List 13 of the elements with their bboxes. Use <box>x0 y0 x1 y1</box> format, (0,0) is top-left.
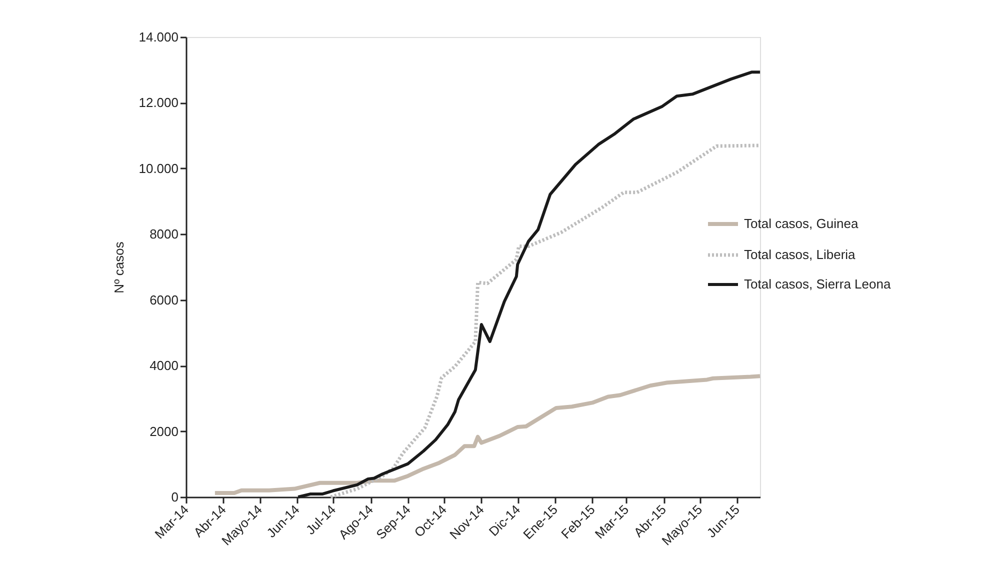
y-tick-label: 4000 <box>150 358 178 374</box>
legend-label: Total casos, Sierra Leona <box>744 276 892 292</box>
y-axis-title: Nº casos <box>112 241 127 294</box>
line-series <box>212 374 762 496</box>
y-tick-label: 6000 <box>150 292 178 308</box>
y-tick-label: 10.000 <box>138 160 178 176</box>
legend-label: Total casos, Liberia <box>744 247 856 262</box>
y-tick-label: 12.000 <box>138 95 178 110</box>
y-tick-label: 0 <box>171 490 178 504</box>
y-tick-label: 2000 <box>150 424 178 439</box>
y-tick-label: 8000 <box>150 226 178 242</box>
y-tick-label: 14.000 <box>138 30 178 44</box>
legend-label: Total casos, Guinea <box>744 216 859 231</box>
